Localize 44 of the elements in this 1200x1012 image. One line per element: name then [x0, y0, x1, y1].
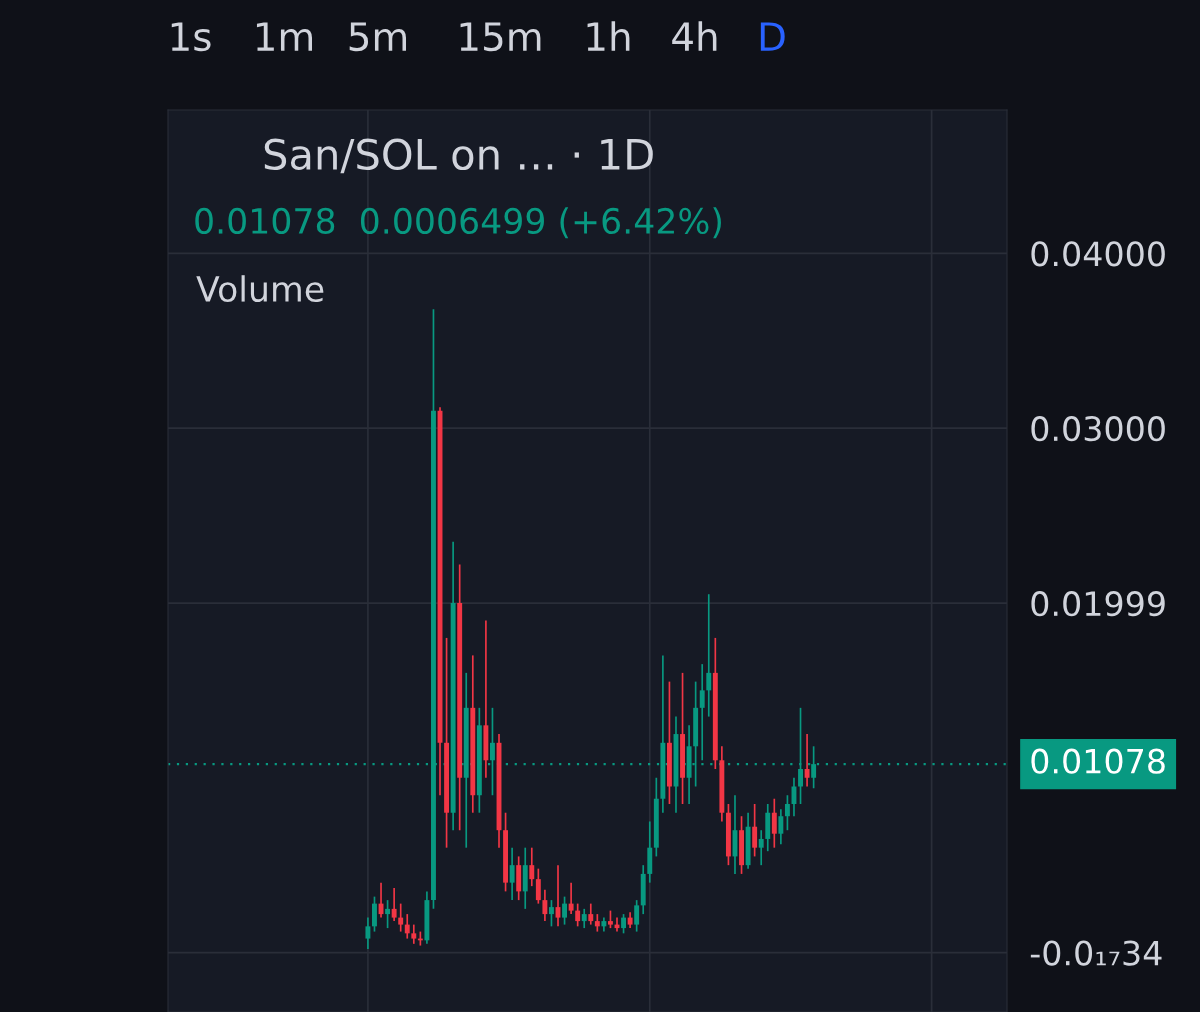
text: 4h [672, 21, 717, 51]
text: San/SOL on … · 1D [264, 138, 653, 174]
y-tick-label: 0.01999 [1031, 591, 1165, 617]
candlestick [365, 916, 371, 950]
candlestick [634, 899, 640, 933]
candlestick [529, 846, 535, 887]
candlestick [575, 902, 581, 928]
candlestick [509, 846, 515, 901]
candlestick [398, 902, 404, 933]
candlestick [594, 913, 600, 933]
y-tick-label: 0.03000 [1031, 416, 1165, 442]
text: 5m [349, 22, 407, 52]
candlestick [385, 899, 391, 929]
ref-line-label: 0.01078 [1031, 748, 1165, 774]
candlestick [562, 895, 568, 926]
candlestick [778, 808, 784, 846]
text: D [760, 22, 785, 51]
candlestick [535, 867, 541, 905]
candlestick [588, 902, 594, 926]
candlestick [490, 707, 495, 797]
text: 1h [587, 21, 630, 51]
candlestick [758, 829, 764, 866]
candlestick [581, 908, 587, 929]
annotation: Volume [196, 275, 324, 303]
y-tick-label: 0.04000 [1031, 241, 1165, 267]
candlestick [752, 803, 758, 858]
candlestick [699, 663, 705, 762]
candlestick [771, 797, 777, 849]
text: 15m [460, 22, 541, 52]
candlestick [372, 895, 377, 933]
candlestick [542, 888, 548, 922]
text: 1s [171, 22, 211, 52]
candlestick [804, 733, 810, 788]
candlestick [568, 881, 574, 915]
y-tick-label: -0.0₁₇34 [1030, 940, 1162, 966]
text: 1m [256, 22, 313, 51]
candlestick [411, 923, 417, 945]
candlestick [784, 794, 790, 832]
candlestick [548, 899, 554, 928]
candlestick [706, 593, 712, 718]
candlestick [404, 913, 410, 940]
candlestick [391, 887, 397, 922]
candlestick [621, 913, 627, 935]
annotation: 0.01078 0.0006499 (+6.42%) [195, 207, 721, 239]
